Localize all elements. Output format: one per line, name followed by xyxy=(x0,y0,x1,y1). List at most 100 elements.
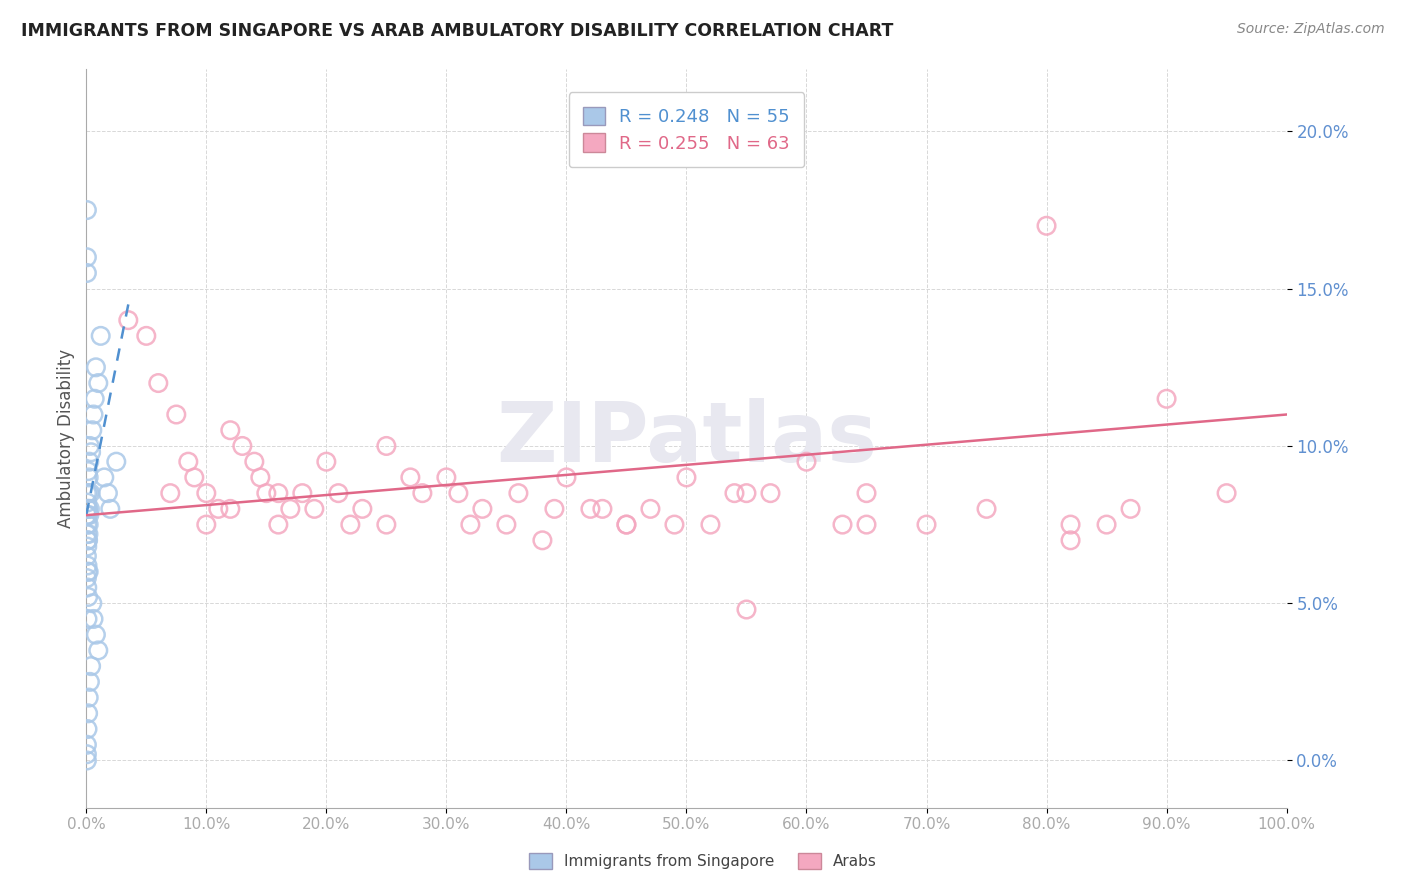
Text: ZIPatlas: ZIPatlas xyxy=(496,398,877,479)
Point xyxy=(699,517,721,532)
Point xyxy=(831,517,853,532)
Point xyxy=(84,360,107,375)
Point xyxy=(135,329,157,343)
Point xyxy=(735,602,758,616)
Point xyxy=(76,202,98,217)
Point xyxy=(82,596,104,610)
Point xyxy=(76,540,98,554)
Point xyxy=(195,486,218,500)
Point xyxy=(976,501,998,516)
Point xyxy=(77,706,100,721)
Point xyxy=(855,517,877,532)
Point xyxy=(93,470,115,484)
Point xyxy=(76,565,98,579)
Point xyxy=(76,571,98,585)
Point xyxy=(855,486,877,500)
Point xyxy=(434,470,457,484)
Point xyxy=(97,486,120,500)
Point xyxy=(915,517,938,532)
Point xyxy=(249,470,271,484)
Point xyxy=(83,392,105,406)
Point xyxy=(76,549,98,563)
Point xyxy=(76,754,98,768)
Text: Source: ZipAtlas.com: Source: ZipAtlas.com xyxy=(1237,22,1385,37)
Point xyxy=(90,329,112,343)
Point xyxy=(1215,486,1237,500)
Point xyxy=(79,439,101,453)
Point xyxy=(243,455,266,469)
Point xyxy=(82,612,104,626)
Point xyxy=(447,486,470,500)
Point xyxy=(76,250,98,264)
Point xyxy=(267,486,290,500)
Point xyxy=(471,501,494,516)
Point xyxy=(591,501,613,516)
Point xyxy=(352,501,374,516)
Point xyxy=(87,376,110,390)
Point xyxy=(76,581,98,595)
Point xyxy=(77,486,100,500)
Point xyxy=(1035,219,1057,233)
Legend: R = 0.248   N = 55, R = 0.255   N = 63: R = 0.248 N = 55, R = 0.255 N = 63 xyxy=(568,93,804,167)
Point xyxy=(254,486,277,500)
Point xyxy=(675,470,697,484)
Point xyxy=(723,486,745,500)
Point xyxy=(664,517,686,532)
Point xyxy=(76,533,98,548)
Point xyxy=(207,501,229,516)
Point xyxy=(76,558,98,573)
Point xyxy=(195,517,218,532)
Point xyxy=(616,517,638,532)
Point xyxy=(183,470,205,484)
Point xyxy=(267,517,290,532)
Point xyxy=(460,517,482,532)
Point xyxy=(280,501,302,516)
Point xyxy=(79,486,101,500)
Point xyxy=(508,486,530,500)
Point xyxy=(77,565,100,579)
Point xyxy=(80,445,103,459)
Point xyxy=(76,508,98,523)
Point xyxy=(76,747,98,762)
Point xyxy=(640,501,662,516)
Point xyxy=(117,313,139,327)
Point xyxy=(411,486,433,500)
Point xyxy=(79,508,101,523)
Point xyxy=(231,439,253,453)
Point xyxy=(77,517,100,532)
Point xyxy=(82,423,104,437)
Point xyxy=(76,486,98,500)
Point xyxy=(543,501,565,516)
Point xyxy=(796,455,818,469)
Point xyxy=(76,501,98,516)
Point xyxy=(77,501,100,516)
Point xyxy=(76,738,98,752)
Point xyxy=(579,501,602,516)
Text: IMMIGRANTS FROM SINGAPORE VS ARAB AMBULATORY DISABILITY CORRELATION CHART: IMMIGRANTS FROM SINGAPORE VS ARAB AMBULA… xyxy=(21,22,893,40)
Point xyxy=(399,470,422,484)
Point xyxy=(76,508,98,523)
Point xyxy=(177,455,200,469)
Point xyxy=(339,517,361,532)
Point xyxy=(79,674,101,689)
Point xyxy=(328,486,350,500)
Point xyxy=(555,470,578,484)
Point xyxy=(76,722,98,736)
Point xyxy=(98,501,121,516)
Point xyxy=(76,527,98,541)
Point xyxy=(79,455,101,469)
Point xyxy=(77,464,100,478)
Point xyxy=(531,533,554,548)
Point xyxy=(84,628,107,642)
Point xyxy=(1156,392,1178,406)
Point xyxy=(1119,501,1142,516)
Point xyxy=(735,486,758,500)
Point xyxy=(375,439,398,453)
Point xyxy=(76,612,98,626)
Point xyxy=(165,408,187,422)
Point xyxy=(77,533,100,548)
Point xyxy=(159,486,181,500)
Point xyxy=(219,501,242,516)
Point xyxy=(105,455,128,469)
Legend: Immigrants from Singapore, Arabs: Immigrants from Singapore, Arabs xyxy=(523,847,883,875)
